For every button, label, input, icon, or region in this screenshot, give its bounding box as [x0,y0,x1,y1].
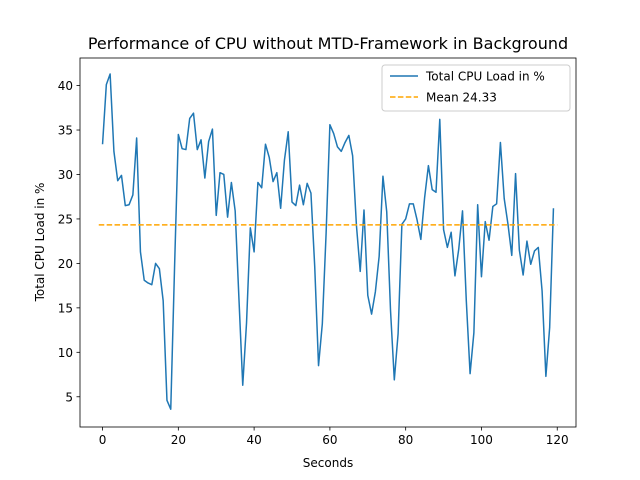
legend-label-0: Total CPU Load in % [425,70,545,84]
axes-frame [79,57,577,428]
y-tick-label: 20 [58,257,73,271]
x-tick-label: 20 [171,433,186,447]
x-tick-label: 80 [398,433,413,447]
x-tick-label: 60 [322,433,337,447]
y-tick-label: 35 [58,124,73,138]
legend: Total CPU Load in % Mean 24.33 [381,64,571,112]
y-tick-label: 40 [58,79,73,93]
legend-box [381,64,571,112]
chart-title: Performance of CPU without MTD-Framework… [88,34,568,53]
y-tick-label: 30 [58,168,73,182]
y-tick-label: 15 [58,301,73,315]
legend-label-1: Mean 24.33 [426,91,497,105]
y-tick-label: 10 [58,346,73,360]
x-axis-label: Seconds [303,456,353,470]
y-tick-label: 5 [65,390,73,404]
x-tick-label: 120 [546,433,569,447]
series-line-0 [101,73,555,410]
plot-area: 0 20 40 60 80 100 120 5 10 15 20 25 30 35 40 [58,57,577,447]
x-tick-label: 100 [470,433,493,447]
x-tick-label: 40 [246,433,261,447]
y-axis-label: Total CPU Load in % [33,183,47,303]
x-tick-label: 0 [99,433,107,447]
y-tick-label: 25 [58,212,73,226]
